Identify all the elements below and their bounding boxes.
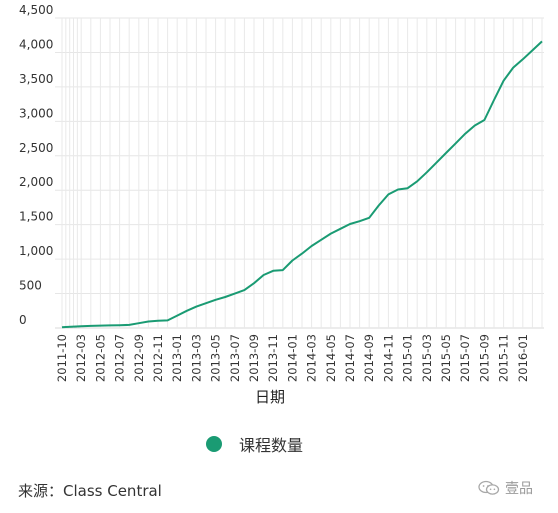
x-tick-label: 2015-11 bbox=[497, 334, 511, 382]
y-tick-label: 4,500 bbox=[19, 3, 53, 17]
x-tick-label: 2015-09 bbox=[477, 334, 491, 382]
x-tick-label: 2011-10 bbox=[55, 334, 69, 382]
y-tick-label: 3,500 bbox=[19, 72, 53, 86]
y-tick-label: 2,000 bbox=[19, 175, 53, 189]
x-tick-label: 2015-05 bbox=[439, 334, 453, 382]
x-tick-label: 2013-05 bbox=[209, 334, 223, 382]
x-tick-label: 2014-11 bbox=[381, 334, 395, 382]
watermark-text: 壹品 bbox=[505, 481, 533, 497]
y-tick-label: 1,000 bbox=[19, 244, 53, 258]
x-tick-label: 2014-05 bbox=[324, 334, 338, 382]
x-tick-label: 2015-03 bbox=[420, 334, 434, 382]
legend-label: 课程数量 bbox=[239, 436, 304, 455]
x-tick-label: 2012-11 bbox=[151, 334, 165, 382]
x-tick-label: 2012-05 bbox=[93, 334, 107, 382]
x-tick-label: 2015-07 bbox=[458, 334, 472, 382]
x-tick-label: 2014-03 bbox=[305, 334, 319, 382]
source-caption: 来源：Class Central bbox=[18, 482, 162, 500]
y-tick-label: 500 bbox=[19, 279, 42, 293]
x-axis: 2011-10 2012-03 2012-05 2012-07 2012-09 2012-… bbox=[55, 334, 530, 382]
x-tick-label: 2013-01 bbox=[170, 334, 184, 382]
x-tick-label: 2012-09 bbox=[132, 334, 146, 382]
x-tick-label: 2013-07 bbox=[228, 334, 242, 382]
x-tick-label: 2013-11 bbox=[266, 334, 280, 382]
x-tick-label: 2014-07 bbox=[343, 334, 357, 382]
x-axis-label: 日期 bbox=[255, 388, 285, 406]
x-tick-label: 2012-07 bbox=[113, 334, 127, 382]
series-line bbox=[61, 40, 543, 329]
y-axis: 0 500 1,000 1,500 2,000 2,500 3,000 3,500 4,000 4… bbox=[19, 3, 53, 327]
x-tick-label: 2013-09 bbox=[247, 334, 261, 382]
legend-marker bbox=[206, 436, 222, 452]
x-tick-label: 2014-09 bbox=[362, 334, 376, 382]
course-count-chart: 0 500 1,000 1,500 2,000 2,500 3,000 3,500 4,000 4… bbox=[19, 3, 544, 406]
series-layer bbox=[61, 40, 543, 329]
legend: 课程数量 bbox=[206, 432, 303, 456]
watermark: 壹品 bbox=[478, 478, 533, 498]
wechat-icon bbox=[478, 480, 500, 495]
x-tick-label: 2014-01 bbox=[285, 334, 299, 382]
y-tick-label: 1,500 bbox=[19, 210, 53, 224]
x-tick-label: 2015-01 bbox=[401, 334, 415, 382]
y-tick-label: 2,500 bbox=[19, 141, 53, 155]
x-tick-label: 2012-03 bbox=[74, 334, 88, 382]
x-tick-label: 2013-03 bbox=[189, 334, 203, 382]
y-tick-label: 0 bbox=[19, 313, 27, 327]
y-tick-label: 4,000 bbox=[19, 37, 53, 51]
y-tick-label: 3,000 bbox=[19, 106, 53, 120]
chart-grid bbox=[55, 17, 544, 329]
x-tick-label: 2016-01 bbox=[516, 334, 530, 382]
